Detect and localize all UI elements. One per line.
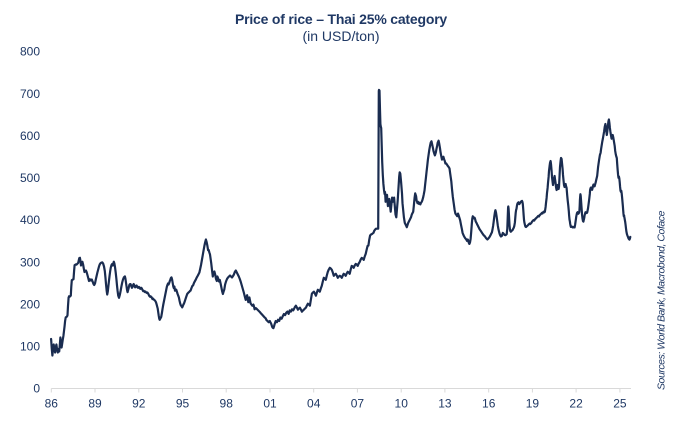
svg-text:500: 500 <box>20 171 40 185</box>
svg-text:700: 700 <box>20 87 40 101</box>
svg-text:07: 07 <box>351 397 365 411</box>
svg-text:Price of rice – Thai 25% categ: Price of rice – Thai 25% category <box>235 11 447 27</box>
svg-text:300: 300 <box>20 255 40 269</box>
svg-text:22: 22 <box>569 397 583 411</box>
svg-text:89: 89 <box>88 397 102 411</box>
svg-text:04: 04 <box>307 397 321 411</box>
svg-text:25: 25 <box>613 397 627 411</box>
svg-text:600: 600 <box>20 129 40 143</box>
svg-text:13: 13 <box>438 397 452 411</box>
svg-text:16: 16 <box>482 397 496 411</box>
svg-text:92: 92 <box>132 397 146 411</box>
svg-text:01: 01 <box>263 397 277 411</box>
svg-text:200: 200 <box>20 297 40 311</box>
svg-text:800: 800 <box>20 45 40 59</box>
svg-text:98: 98 <box>220 397 234 411</box>
svg-text:(in USD/ton): (in USD/ton) <box>302 28 379 44</box>
svg-text:86: 86 <box>45 397 59 411</box>
svg-text:400: 400 <box>20 213 40 227</box>
svg-text:100: 100 <box>20 340 40 354</box>
svg-text:95: 95 <box>176 397 190 411</box>
svg-text:19: 19 <box>526 397 540 411</box>
svg-text:10: 10 <box>395 397 409 411</box>
svg-text:Sources: World Bank, Macrobond: Sources: World Bank, Macrobond, Coface <box>656 210 668 390</box>
svg-text:0: 0 <box>33 382 40 396</box>
